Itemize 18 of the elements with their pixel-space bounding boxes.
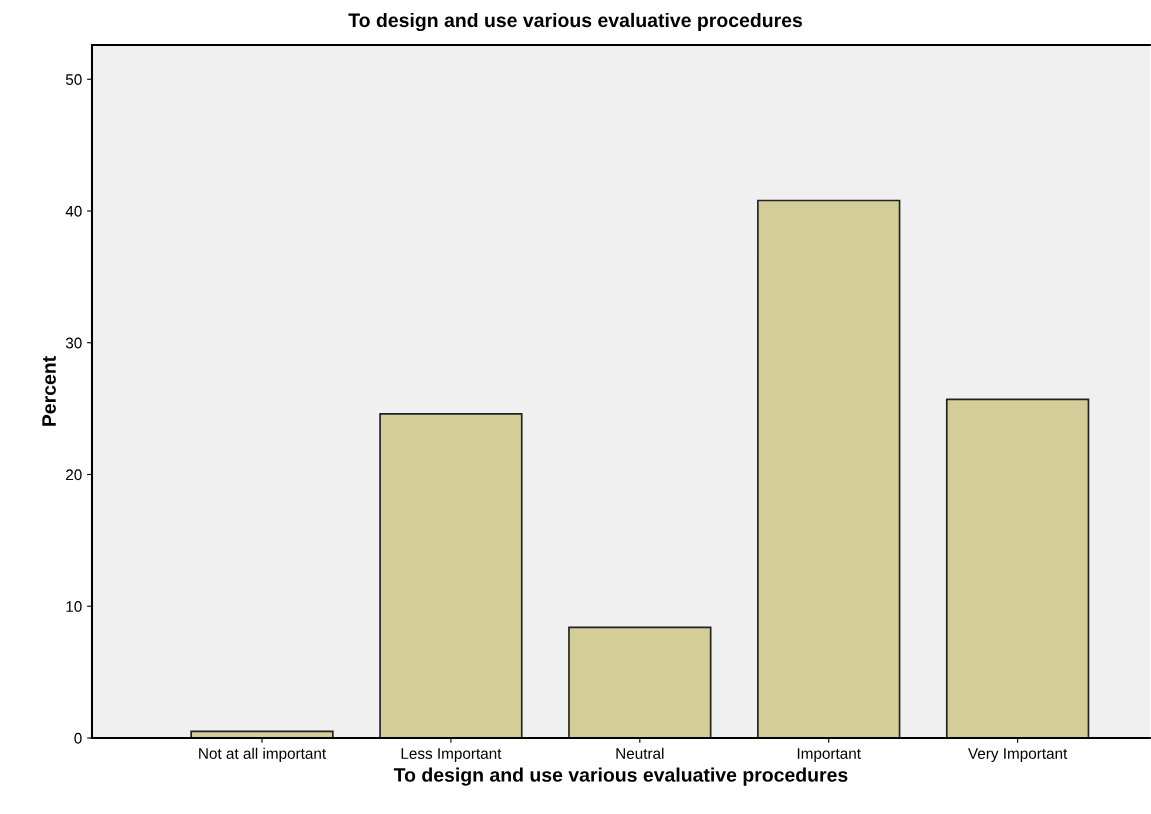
x-tick-label: Less Important (401, 748, 502, 762)
y-tick-label: 50 (65, 74, 82, 85)
bar (568, 626, 712, 738)
x-axis-title: To design and use various evaluative procedures (393, 767, 848, 786)
bar (945, 398, 1090, 738)
x-tick-label: Neutral (616, 747, 664, 759)
bar (757, 199, 901, 738)
y-tick-label: 0 (74, 732, 82, 744)
chart-title: To design and use various evaluative procedures (348, 12, 803, 32)
y-tick-label: 30 (65, 337, 82, 349)
x-tick-label: Not at all important (199, 747, 327, 762)
bar (379, 413, 523, 738)
x-tick-label: Important (797, 748, 861, 762)
x-tick-label: Very Important (968, 748, 1068, 762)
y-tick-label: 10 (66, 601, 82, 612)
y-axis-title: Percent (42, 356, 56, 426)
y-tick-label: 20 (66, 469, 82, 481)
y-tick-label: 40 (65, 205, 82, 217)
